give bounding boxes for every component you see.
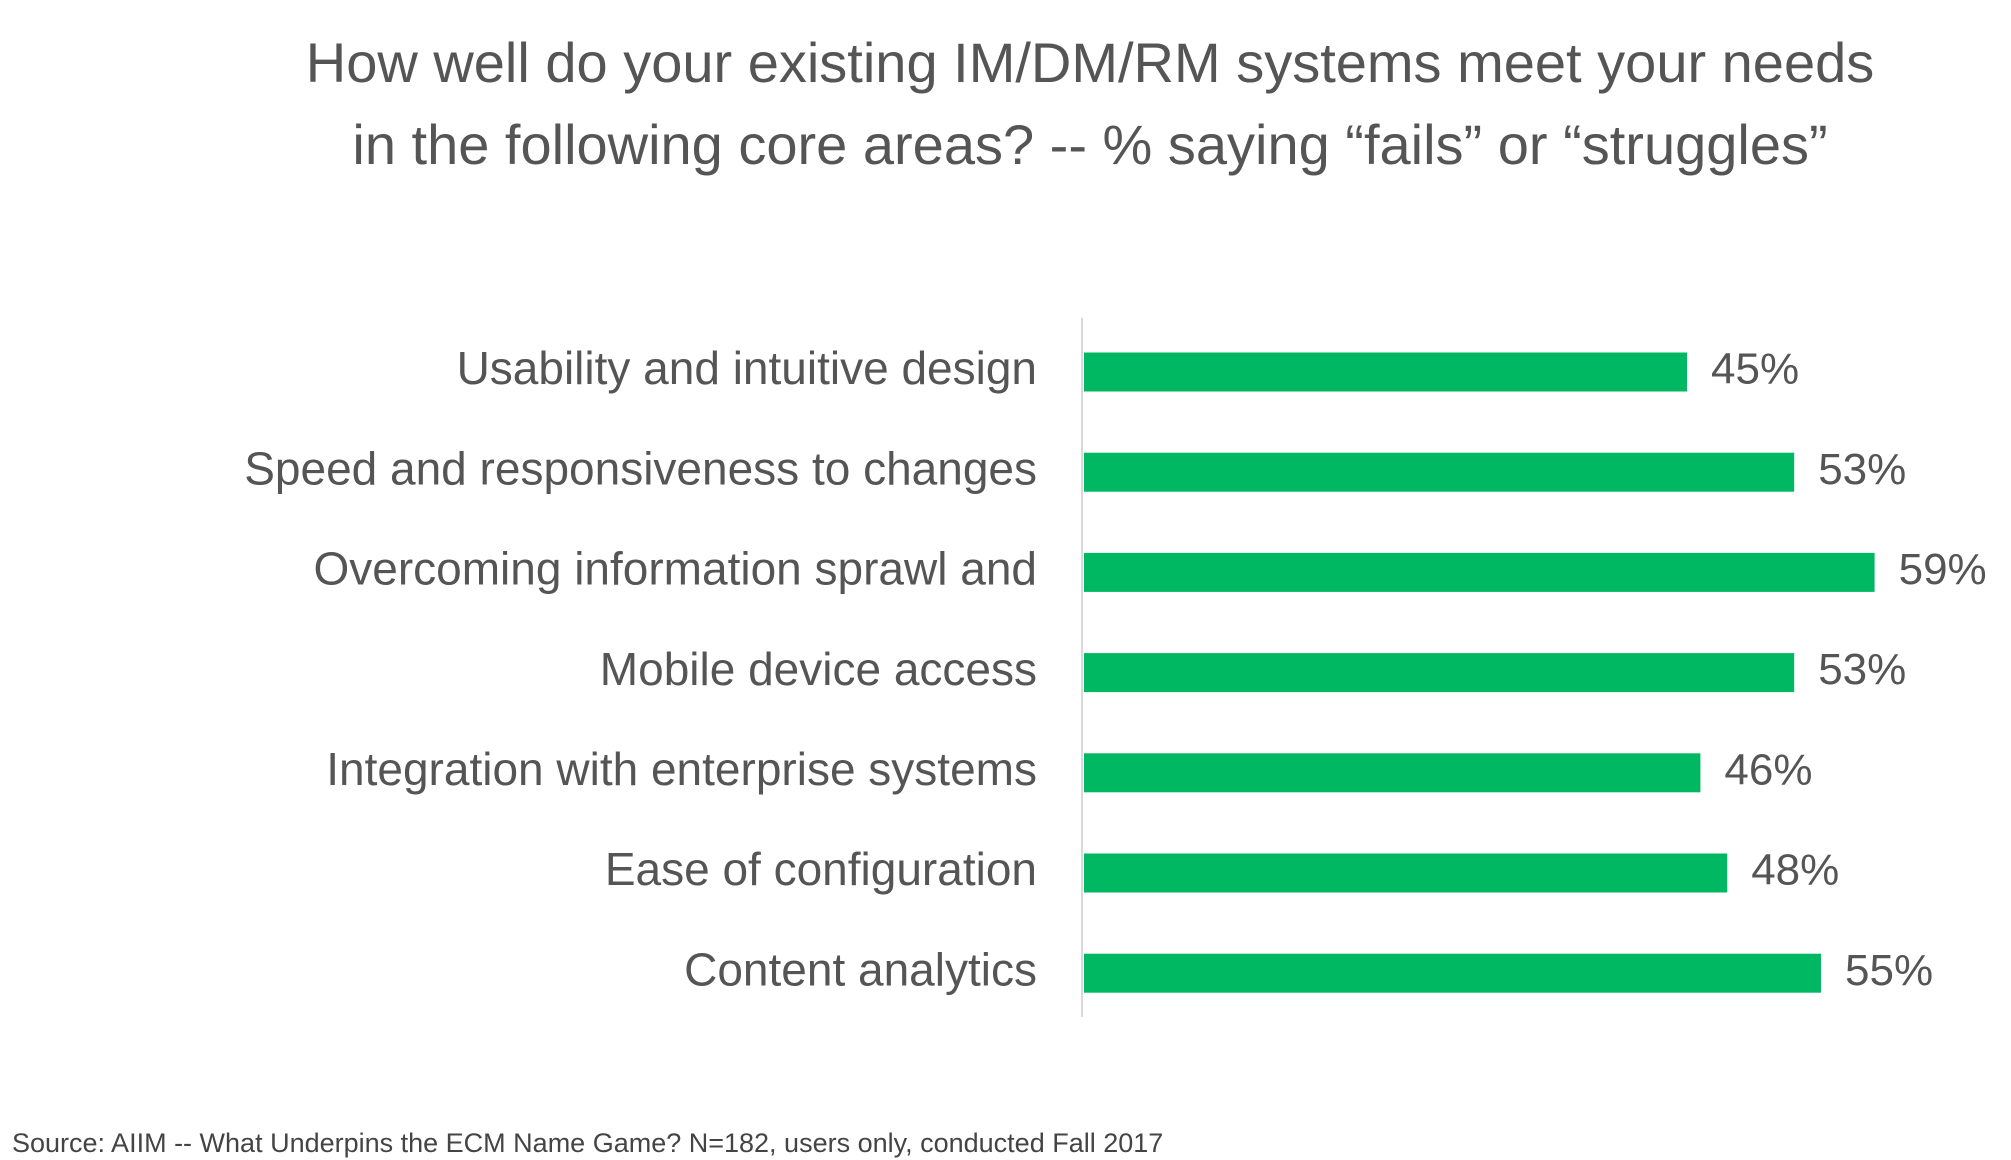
- value-label: 55%: [1845, 946, 1933, 995]
- value-label: 45%: [1711, 345, 1799, 394]
- bar: [1084, 753, 1701, 793]
- bar: [1084, 653, 1795, 693]
- bar: [1084, 853, 1728, 893]
- value-label: 46%: [1724, 745, 1812, 794]
- category-label: Usability and intuitive design: [457, 342, 1037, 394]
- value-label: 53%: [1818, 645, 1906, 694]
- category-label: Integration with enterprise systems: [326, 743, 1037, 795]
- category-label: Speed and responsiveness to changes: [244, 442, 1037, 494]
- source-note: Source: AIIM -- What Underpins the ECM N…: [12, 1128, 1164, 1158]
- chart-title: How well do your existing IM/DM/RM syste…: [305, 31, 1875, 176]
- bar: [1084, 552, 1875, 592]
- category-label: Mobile device access: [600, 643, 1037, 695]
- value-label: 53%: [1818, 445, 1906, 494]
- bar: [1084, 352, 1687, 392]
- category-label: Overcoming information sprawl and: [313, 543, 1037, 595]
- value-label: 59%: [1899, 545, 1987, 594]
- bar: [1084, 452, 1795, 492]
- value-label: 48%: [1751, 846, 1839, 895]
- bar: [1084, 953, 1821, 993]
- category-label: Ease of configuration: [605, 843, 1037, 895]
- category-label: Content analytics: [684, 943, 1037, 995]
